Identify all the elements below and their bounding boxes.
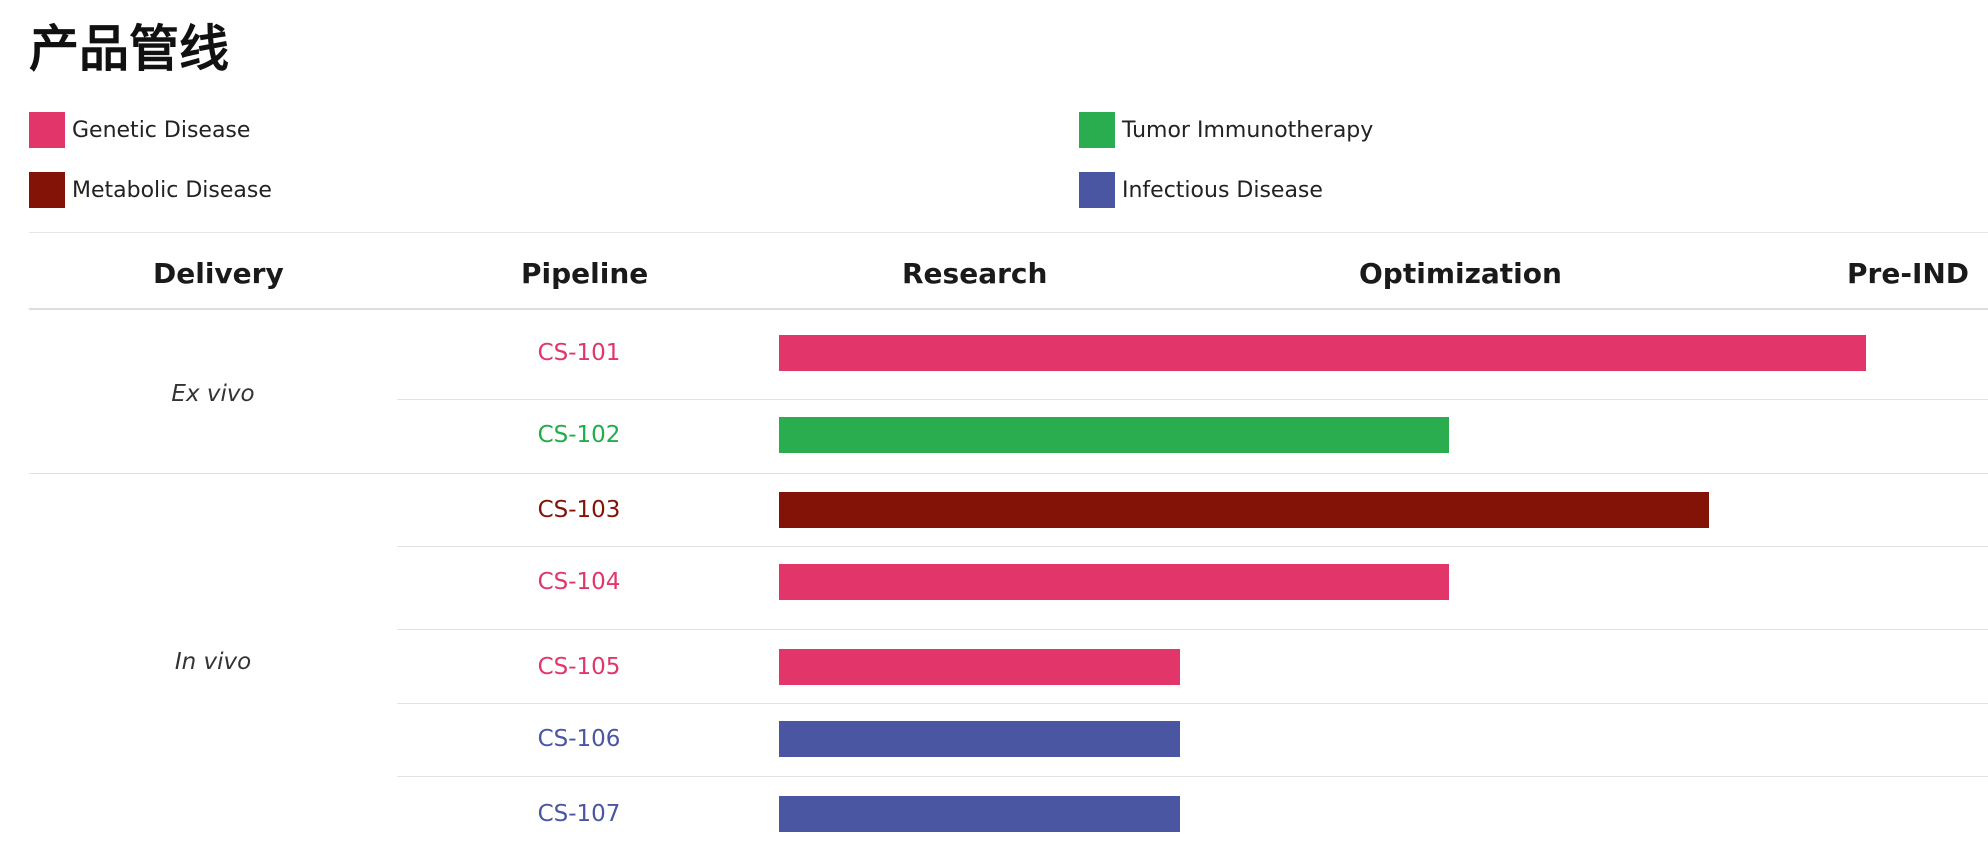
delivery-label-in-vivo: In vivo [174,648,252,675]
group-divider [29,473,1988,474]
progress-bar-cs-101 [779,335,1866,371]
legend-label-metabolic-disease: Metabolic Disease [72,177,272,203]
progress-bar-cs-107 [779,796,1180,832]
pipeline-label-cs-102: CS-102 [537,422,621,448]
progress-bar-cs-105 [779,649,1180,685]
column-header-optimization: Optimization [1359,257,1562,290]
legend-item-tumor-immunotherapy: Tumor Immunotherapy [1079,112,1373,148]
legend-label-infectious-disease: Infectious Disease [1122,177,1323,203]
progress-bar-cs-102 [779,417,1449,453]
legend-swatch-infectious-disease [1079,172,1115,208]
legend-item-metabolic-disease: Metabolic Disease [29,172,272,208]
legend-swatch-genetic-disease [29,112,65,148]
column-header-research: Research [902,257,1048,290]
row-divider [397,703,1988,704]
legend-swatch-metabolic-disease [29,172,65,208]
progress-bar-cs-104 [779,564,1449,600]
row-divider [397,776,1988,777]
delivery-label-ex-vivo: Ex vivo [171,381,255,407]
column-header-pre-ind: Pre-IND [1847,257,1970,290]
column-header-pipeline: Pipeline [521,257,649,290]
pipeline-label-cs-105: CS-105 [537,654,621,680]
header-divider [29,232,1988,233]
delivery-group-ex-vivo: Ex vivo [29,315,397,473]
legend-label-tumor-immunotherapy: Tumor Immunotherapy [1122,117,1374,143]
table-header: Delivery Pipeline Research Optimization … [29,240,1988,310]
row-divider [397,629,1988,630]
progress-bar-cs-103 [779,492,1709,528]
column-header-delivery: Delivery [153,257,284,290]
pipeline-label-cs-106: CS-106 [537,726,621,752]
legend-swatch-tumor-immunotherapy [1079,112,1115,148]
pipeline-label-cs-104: CS-104 [537,569,621,595]
legend: Genetic Disease Tumor Immunotherapy Meta… [29,112,1988,208]
row-divider [397,546,1988,547]
legend-item-infectious-disease: Infectious Disease [1079,172,1323,208]
legend-label-genetic-disease: Genetic Disease [72,117,251,143]
legend-item-genetic-disease: Genetic Disease [29,112,250,148]
page-title: 产品管线 [29,20,229,78]
pipeline-label-cs-107: CS-107 [537,801,621,827]
delivery-group-in-vivo: In vivo [29,473,397,850]
row-divider [397,399,1988,400]
pipeline-label-cs-103: CS-103 [537,497,621,523]
progress-bar-cs-106 [779,721,1180,757]
pipeline-label-cs-101: CS-101 [537,340,621,366]
